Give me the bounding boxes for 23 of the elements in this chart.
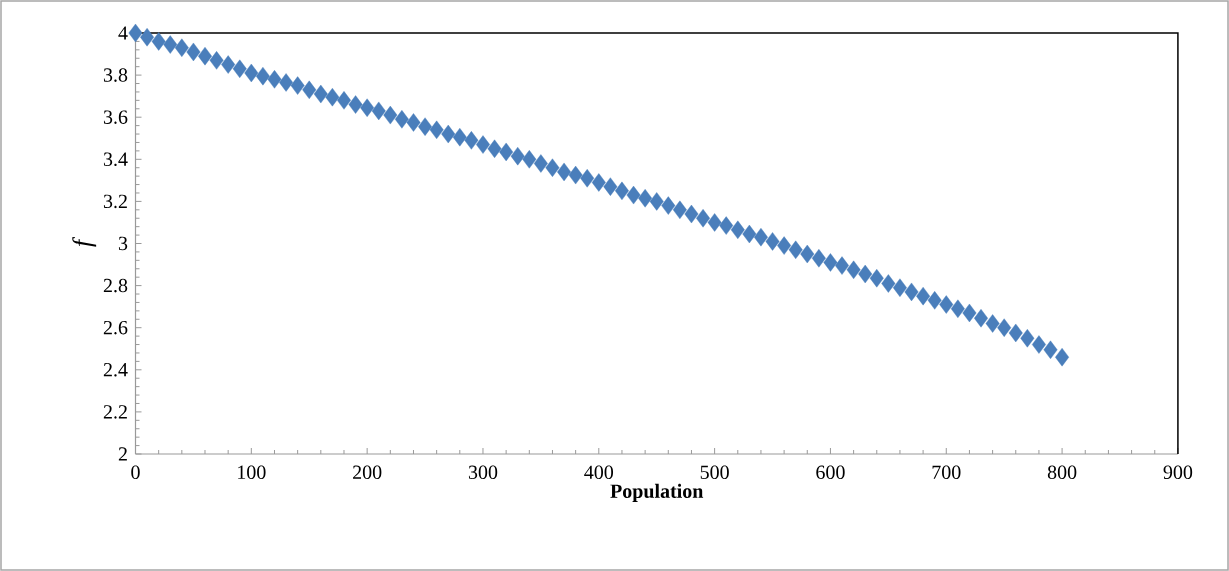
x-axis-title: Population (610, 483, 704, 502)
x-tick-label: 800 (1047, 465, 1077, 480)
x-tick-label: 900 (1163, 465, 1193, 480)
y-tick-label: 2.4 (103, 363, 128, 377)
y-tick-label: 2 (118, 447, 127, 461)
x-tick-label: 0 (131, 465, 140, 480)
x-tick-label: 200 (353, 465, 382, 480)
y-tick-label: 2.8 (103, 278, 128, 293)
y-tick-label: 3.6 (103, 110, 128, 124)
y-tick-label: 3.8 (103, 68, 128, 82)
x-tick-label: 400 (584, 465, 614, 480)
x-tick-label: 600 (816, 465, 845, 480)
x-tick-label: 700 (932, 465, 961, 480)
y-tick-label: 2.2 (103, 405, 127, 419)
x-tick-label: 300 (468, 465, 498, 480)
x-tick-label: 100 (238, 465, 266, 480)
y-tick-label: 3.4 (103, 152, 128, 167)
y-tick-label: 3.2 (103, 194, 127, 209)
x-tick-label: 500 (700, 465, 729, 480)
y-tick-label: 4 (118, 26, 128, 40)
y-tick-label: 3 (118, 236, 128, 251)
y-axis-title: f (72, 236, 97, 247)
y-tick-label: 2.6 (103, 320, 128, 335)
